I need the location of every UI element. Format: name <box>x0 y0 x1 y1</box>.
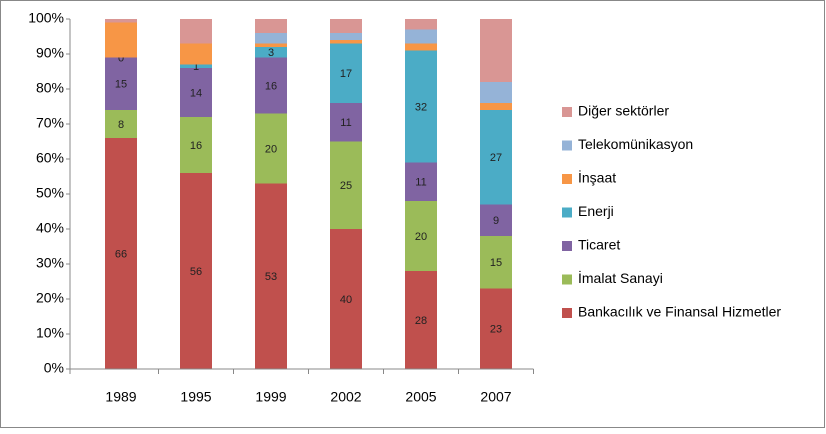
legend-swatch <box>562 107 572 117</box>
bar-segment <box>405 43 437 51</box>
legend-swatch <box>562 140 572 151</box>
bar-segment <box>105 57 137 110</box>
bar-segment <box>180 68 212 117</box>
bar-segment <box>180 173 212 369</box>
x-tick-label: 1999 <box>255 389 286 405</box>
data-label: 1 <box>193 61 199 73</box>
y-tick-label: 10% <box>36 325 64 341</box>
data-label: 16 <box>190 140 202 152</box>
y-tick-label: 90% <box>36 45 64 61</box>
y-tick-label: 100% <box>28 10 64 26</box>
data-label: 16 <box>265 80 277 92</box>
legend-swatch <box>562 174 572 184</box>
bar-segment <box>480 204 512 236</box>
bar-segment <box>330 40 362 44</box>
bar-segment <box>480 103 512 110</box>
bar-segment <box>105 138 137 369</box>
legend-label: Telekomünikasyon <box>578 136 693 152</box>
x-tick-label: 2002 <box>330 389 361 405</box>
legend-label: Ticaret <box>578 237 620 253</box>
bar-segment <box>330 43 362 103</box>
bar-segment <box>405 19 437 30</box>
data-label: 25 <box>340 180 352 192</box>
legend-swatch <box>562 274 572 285</box>
bar-segment <box>255 47 287 58</box>
bar-segment <box>255 19 287 33</box>
data-label: 11 <box>415 177 426 189</box>
bar-segment <box>330 103 362 142</box>
y-tick-label: 70% <box>36 115 64 131</box>
bar-segment <box>105 19 137 23</box>
bar-segment <box>180 64 212 68</box>
legend-label: İmalat Sanayi <box>578 269 663 286</box>
bar-segment <box>330 19 362 33</box>
data-label: 0 <box>118 52 124 64</box>
bar-segment <box>180 43 212 65</box>
bar-segment <box>255 183 287 369</box>
data-label: 17 <box>340 68 352 80</box>
bar-segment <box>405 271 437 369</box>
bar-segment <box>330 229 362 369</box>
bar-segment <box>330 33 362 40</box>
data-label: 14 <box>190 87 202 99</box>
bar-segment <box>480 82 512 103</box>
x-tick-label: 2005 <box>405 389 436 405</box>
bar-segment <box>480 236 512 289</box>
bar-segment <box>180 19 212 44</box>
data-label: 9 <box>493 215 499 227</box>
bar-segment <box>255 43 287 47</box>
bar-segment <box>255 57 287 114</box>
data-label: 20 <box>265 143 277 155</box>
y-tick-label: 60% <box>36 150 64 166</box>
bar-segment <box>405 201 437 271</box>
bar-segment <box>330 141 362 229</box>
legend-swatch <box>562 308 572 318</box>
data-label: 23 <box>490 324 502 336</box>
data-label: 3 <box>268 47 274 59</box>
data-label: 11 <box>340 117 351 129</box>
bar-segment <box>180 117 212 173</box>
x-tick-label: 1989 <box>105 389 136 405</box>
y-tick-label: 30% <box>36 255 64 271</box>
bar-segment <box>405 29 437 44</box>
legend-label: Bankacılık ve Finansal Hizmetler <box>578 304 781 320</box>
bar-segment <box>405 50 437 163</box>
y-tick-label: 40% <box>36 220 64 236</box>
data-label: 53 <box>265 271 277 283</box>
bar-segment <box>405 162 437 201</box>
data-label: 28 <box>415 315 427 327</box>
bar-segment <box>480 19 512 82</box>
data-label: 27 <box>490 152 502 164</box>
bar-segment <box>105 110 137 138</box>
data-label: 8 <box>118 119 124 131</box>
x-tick-label: 2007 <box>480 389 511 405</box>
x-tick-label: 1995 <box>180 389 211 405</box>
legend-swatch <box>562 207 572 218</box>
data-label: 40 <box>340 294 352 306</box>
data-label: 20 <box>415 231 427 243</box>
bar-segment <box>255 113 287 184</box>
bar-segment <box>105 22 137 58</box>
y-tick-label: 0% <box>44 360 64 376</box>
data-label: 15 <box>115 79 127 91</box>
y-tick-label: 80% <box>36 80 64 96</box>
legend-label: İnşaat <box>578 169 616 186</box>
data-label: 56 <box>190 266 202 278</box>
bar-segment <box>480 288 512 369</box>
legend-swatch <box>562 241 572 251</box>
data-label: 32 <box>415 101 427 113</box>
bar-segment <box>255 33 287 44</box>
y-tick-label: 50% <box>36 185 64 201</box>
legend-label: Diğer sektörler <box>578 103 669 119</box>
data-label: 15 <box>490 257 502 269</box>
y-tick-label: 20% <box>36 290 64 306</box>
data-label: 66 <box>115 248 127 260</box>
legend-label: Enerji <box>578 203 614 219</box>
bar-segment <box>480 110 512 205</box>
